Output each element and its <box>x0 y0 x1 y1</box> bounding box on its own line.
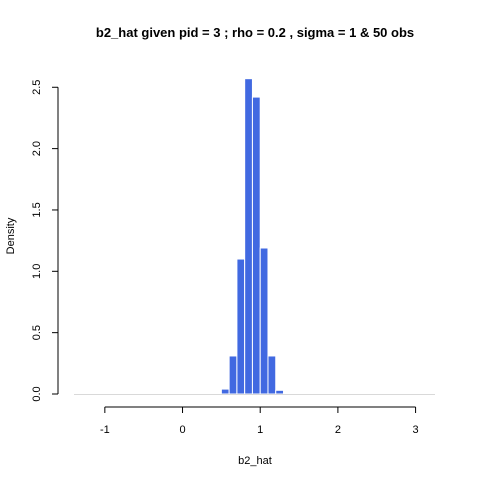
x-tick-label: 1 <box>257 424 263 436</box>
histogram-bar <box>251 96 261 395</box>
y-tick-label: 2.5 <box>31 80 43 95</box>
histogram-bar <box>244 78 253 395</box>
x-axis: -1 0 1 2 3 <box>100 406 419 436</box>
x-tick-label: 2 <box>335 424 341 436</box>
x-tick-label: 0 <box>179 424 185 436</box>
bars-layer <box>220 78 285 395</box>
y-axis-label: Density <box>5 217 17 254</box>
y-tick-label: 0.5 <box>31 325 43 340</box>
histogram-bar <box>236 258 246 395</box>
histogram-bar <box>228 355 238 395</box>
y-tick-label: 0.0 <box>31 386 43 401</box>
histogram-bar <box>267 355 277 395</box>
histogram-bar <box>220 388 230 395</box>
x-tick-label: -1 <box>100 424 110 436</box>
x-axis-label: b2_hat <box>238 455 272 467</box>
histogram-bar <box>259 247 269 395</box>
x-tick-label: 3 <box>413 424 419 436</box>
chart-title: b2_hat given pid = 3 ; rho = 0.2 , sigma… <box>96 25 414 40</box>
y-tick-label: 1.5 <box>31 202 43 217</box>
y-axis: 0.0 0.5 1.0 1.5 2.0 2.5 <box>31 80 59 402</box>
y-tick-label: 1.0 <box>31 264 43 279</box>
y-tick-label: 2.0 <box>31 141 43 156</box>
histogram-bar <box>275 389 285 395</box>
